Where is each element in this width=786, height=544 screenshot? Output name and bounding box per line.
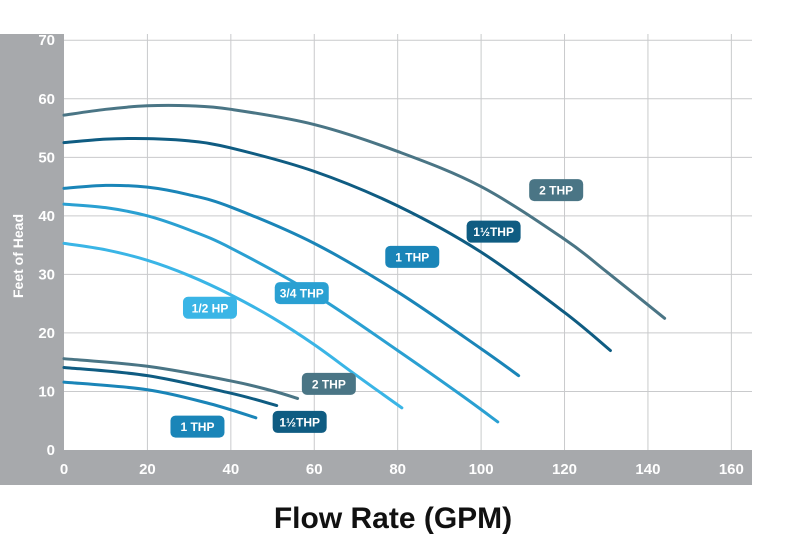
x-tick-label: 0 xyxy=(60,461,68,478)
curve-label-badge xyxy=(301,372,356,395)
curve-label-badge xyxy=(385,245,440,268)
x-axis-label: Flow Rate (GPM) xyxy=(274,502,512,535)
curve-label-badge xyxy=(274,282,329,305)
curve-label-badge xyxy=(170,415,225,438)
curve-label-text: 1½THP xyxy=(279,415,320,429)
curve-label-badge xyxy=(272,410,327,433)
curve-label-text: 1 THP xyxy=(395,250,429,264)
pump-curves xyxy=(62,103,667,424)
x-tick-label: 60 xyxy=(306,461,323,478)
x-tick-label: 160 xyxy=(719,461,744,478)
curve-label-text: 1/2 HP xyxy=(192,301,229,315)
y-tick-labels: 0 10 20 30 40 50 60 70 xyxy=(38,32,55,459)
x-tick-label: 20 xyxy=(139,461,156,478)
curve-2 xyxy=(62,183,521,378)
y-tick-label: 20 xyxy=(38,325,55,342)
y-axis-label: Feet of Head xyxy=(10,214,26,298)
curve-3 xyxy=(62,202,500,424)
curve-label-text: 2 THP xyxy=(539,184,573,198)
curve-5 xyxy=(62,357,300,400)
curve-1 xyxy=(62,136,612,352)
plot-area xyxy=(64,34,752,450)
y-tick-label: 40 xyxy=(38,208,55,225)
y-tick-label: 0 xyxy=(47,442,55,459)
curve-label-badge xyxy=(529,179,584,202)
y-tick-label: 50 xyxy=(38,149,55,166)
x-tick-label: 80 xyxy=(389,461,406,478)
curve-7 xyxy=(62,380,258,420)
x-tick-label: 120 xyxy=(552,461,577,478)
curve-label-badge xyxy=(182,296,237,319)
curve-label-text: 1½THP xyxy=(473,225,514,239)
curve-6 xyxy=(62,365,279,408)
curve-labels: 2 THP 1½THP 1 THP 3/4 THP 1/2 HP 2 THP 1½THP 1 … xyxy=(170,179,584,438)
x-tick-labels: 0 20 40 60 80 100 120 140 160 xyxy=(60,461,744,478)
y-tick-label: 10 xyxy=(38,383,55,400)
y-tick-label: 70 xyxy=(38,32,55,49)
y-tick-label: 30 xyxy=(38,266,55,283)
curve-label-text: 3/4 THP xyxy=(280,287,324,301)
x-tick-label: 100 xyxy=(469,461,494,478)
curve-0 xyxy=(62,103,667,320)
curve-label-text: 2 THP xyxy=(312,377,346,391)
curve-label-badge xyxy=(466,220,521,243)
y-tick-label: 60 xyxy=(38,91,55,108)
gridlines xyxy=(64,34,752,450)
curve-label-text: 1 THP xyxy=(180,420,214,434)
x-tick-label: 40 xyxy=(222,461,239,478)
curve-4 xyxy=(62,241,404,410)
x-tick-label: 140 xyxy=(635,461,660,478)
